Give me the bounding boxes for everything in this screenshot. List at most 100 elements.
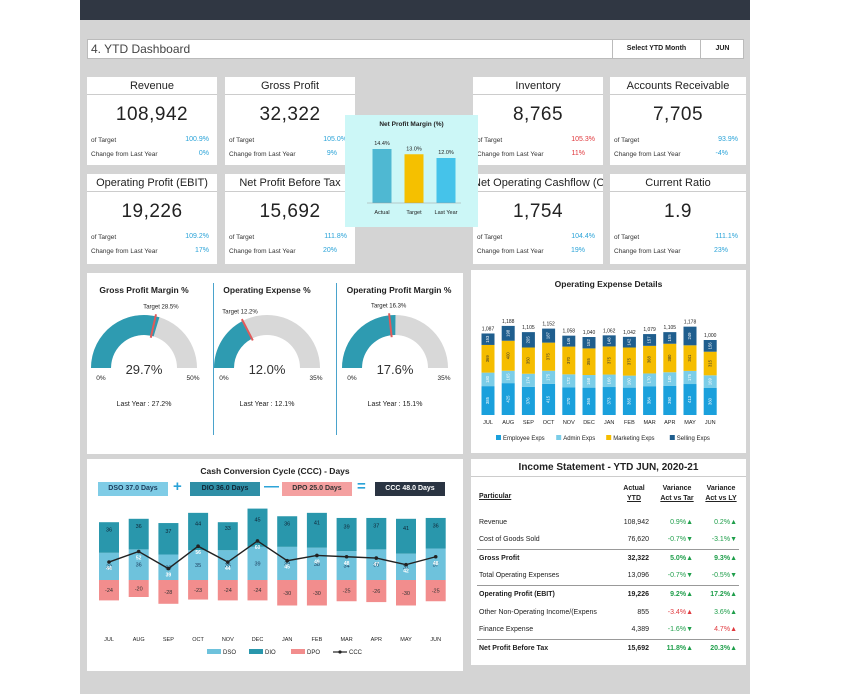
col-var-ly-sub: Act vs LY: [705, 495, 737, 502]
opex-segment-label: 375: [606, 356, 611, 364]
ccc-dso-label: 39: [284, 561, 290, 567]
ccc-dio-bar: [99, 522, 119, 553]
kpi-change-pct: 9%: [326, 150, 337, 157]
opex-segment: [683, 326, 697, 346]
income-var-tar: 0.9%: [670, 518, 687, 526]
income-var-ly: 0.2%: [714, 518, 731, 526]
income-particular: Net Profit Before Tax: [477, 638, 613, 657]
ccc-dpo-bar: [99, 580, 119, 601]
ccc-dso-bar: [396, 553, 416, 580]
income-statement-card: Income Statement - YTD JUN, 2020-21 Part…: [471, 459, 746, 665]
trend-arrow-icon: ▲: [730, 518, 737, 526]
ccc-dpo-label: -30: [283, 591, 291, 597]
kpi-title: Net Operating Cashflow (OCF: [473, 174, 603, 192]
opex-segment: [582, 337, 596, 349]
opex-segment: [481, 333, 495, 345]
opex-total-label: 1,079: [643, 327, 656, 333]
ccc-category-label: AUG: [133, 637, 145, 643]
gauge-value-label: 17.6%: [377, 362, 414, 377]
ccc-dpo-bar: [158, 580, 179, 604]
ccc-dpo-label: -30: [313, 591, 321, 597]
gauge-min-label: 0%: [347, 375, 357, 382]
ccc-dio-bar: [217, 522, 238, 551]
income-actual: 108,942: [623, 518, 649, 526]
opex-total-label: 1,188: [502, 319, 515, 325]
ccc-line-point: [433, 554, 438, 559]
kpi-change-label: Change from Last Year: [91, 248, 158, 255]
ccc-dio-bar: [306, 512, 327, 548]
ccc-dso-bar: [366, 549, 387, 580]
opex-segment: [602, 374, 616, 388]
income-title: Income Statement - YTD JUN, 2020-21: [471, 459, 746, 477]
gauge-last-year: Last Year : 12.1%: [240, 401, 295, 408]
kpi-target-label: of Target: [614, 137, 640, 144]
kpi-change-label: Change from Last Year: [229, 151, 296, 158]
income-var-tar: -0.7%: [667, 536, 687, 544]
opex-legend-swatch: [556, 435, 562, 440]
ccc-line-point: [196, 544, 200, 549]
plus-sign: +: [173, 478, 182, 495]
opex-segment: [703, 388, 717, 415]
opex-total-label: 1,058: [563, 329, 576, 335]
opex-total-label: 1,178: [684, 320, 697, 326]
kpi-title: Gross Profit: [225, 77, 355, 95]
gauge-max-label: 35%: [437, 375, 450, 382]
gauge-last-year: Last Year : 15.1%: [368, 401, 423, 408]
opex-segment: [542, 342, 556, 371]
kpi-card-net-profit-before-tax: Net Profit Before Tax 15,692 of Target 1…: [225, 174, 355, 264]
gauge-value-label: 12.0%: [249, 362, 286, 377]
opex-segment: [703, 351, 717, 376]
ccc-dpo-bar: [188, 580, 209, 600]
income-row: Cost of Goods Sold 76,620 -0.7%▼ -3.1%▼: [477, 531, 739, 549]
kpi-change-pct: 20%: [322, 247, 337, 254]
ccc-dso-label: 34: [344, 564, 350, 570]
opex-segment: [481, 344, 495, 373]
kpi-card-current-ratio: Current Ratio 1.9 of Target 111.1% Chang…: [610, 174, 746, 264]
opex-category-label: OCT: [543, 420, 555, 426]
npm-chart-title: Net Profit Margin (%): [379, 121, 444, 128]
income-row: Revenue 108,942 0.9%▲ 0.2%▲: [477, 513, 739, 531]
opex-segment: [602, 387, 616, 415]
income-row: Total Operating Expenses 13,096 -0.7%▼ -…: [477, 567, 739, 585]
trend-arrow-icon: ▲: [686, 590, 693, 598]
ccc-dpo-bar: [425, 580, 446, 602]
npm-bar: [436, 158, 456, 203]
kpi-target-label: of Target: [91, 234, 117, 241]
opex-segment: [703, 375, 717, 388]
ccc-dio-label: 37: [373, 524, 379, 530]
income-var-tar: -0.7%: [667, 572, 687, 580]
trend-arrow-icon: ▼: [686, 626, 693, 634]
income-particular: Revenue: [479, 518, 508, 526]
ccc-legend-label: DPO: [307, 650, 320, 656]
opex-segment: [663, 372, 677, 386]
income-row: Net Profit Before Tax 15,692 11.8%▲ 20.3…: [477, 638, 739, 657]
opex-segment: [663, 385, 677, 415]
income-var-ly: 3.6%: [714, 608, 731, 616]
month-select[interactable]: JUN: [700, 40, 744, 58]
income-particular: Finance Expense: [479, 626, 534, 634]
opex-segment: [703, 340, 717, 352]
gauge-max-label: 35%: [309, 375, 322, 382]
col-actual-sub: YTD: [627, 495, 641, 502]
ccc-category-label: SEP: [163, 637, 174, 643]
ccc-dio-bar: [396, 518, 416, 554]
opex-total-label: 1,000: [704, 333, 717, 339]
opex-segment: [622, 336, 636, 348]
dso-summary: DSO 37.0 Days: [98, 482, 168, 496]
ccc-category-label: MAR: [340, 637, 352, 643]
ccc-dpo-label: -28: [164, 590, 172, 596]
ccc-line-point: [285, 558, 289, 563]
ccc-legend-label: DIO: [265, 650, 276, 656]
opex-segment-label: 355: [586, 358, 591, 366]
ccc-dpo-label: -20: [135, 587, 143, 593]
opex-category-label: MAR: [643, 420, 655, 426]
ccc-line-point: [315, 553, 319, 558]
ccc-line-point: [166, 566, 171, 571]
opex-category-label: SEP: [523, 420, 534, 426]
opex-segment: [643, 334, 657, 346]
opex-segment-label: 369: [485, 355, 490, 363]
kpi-target-label: of Target: [229, 137, 255, 144]
opex-total-label: 1,105: [664, 325, 677, 331]
ccc-line-point: [404, 562, 408, 567]
income-actual: 4,389: [631, 626, 649, 634]
